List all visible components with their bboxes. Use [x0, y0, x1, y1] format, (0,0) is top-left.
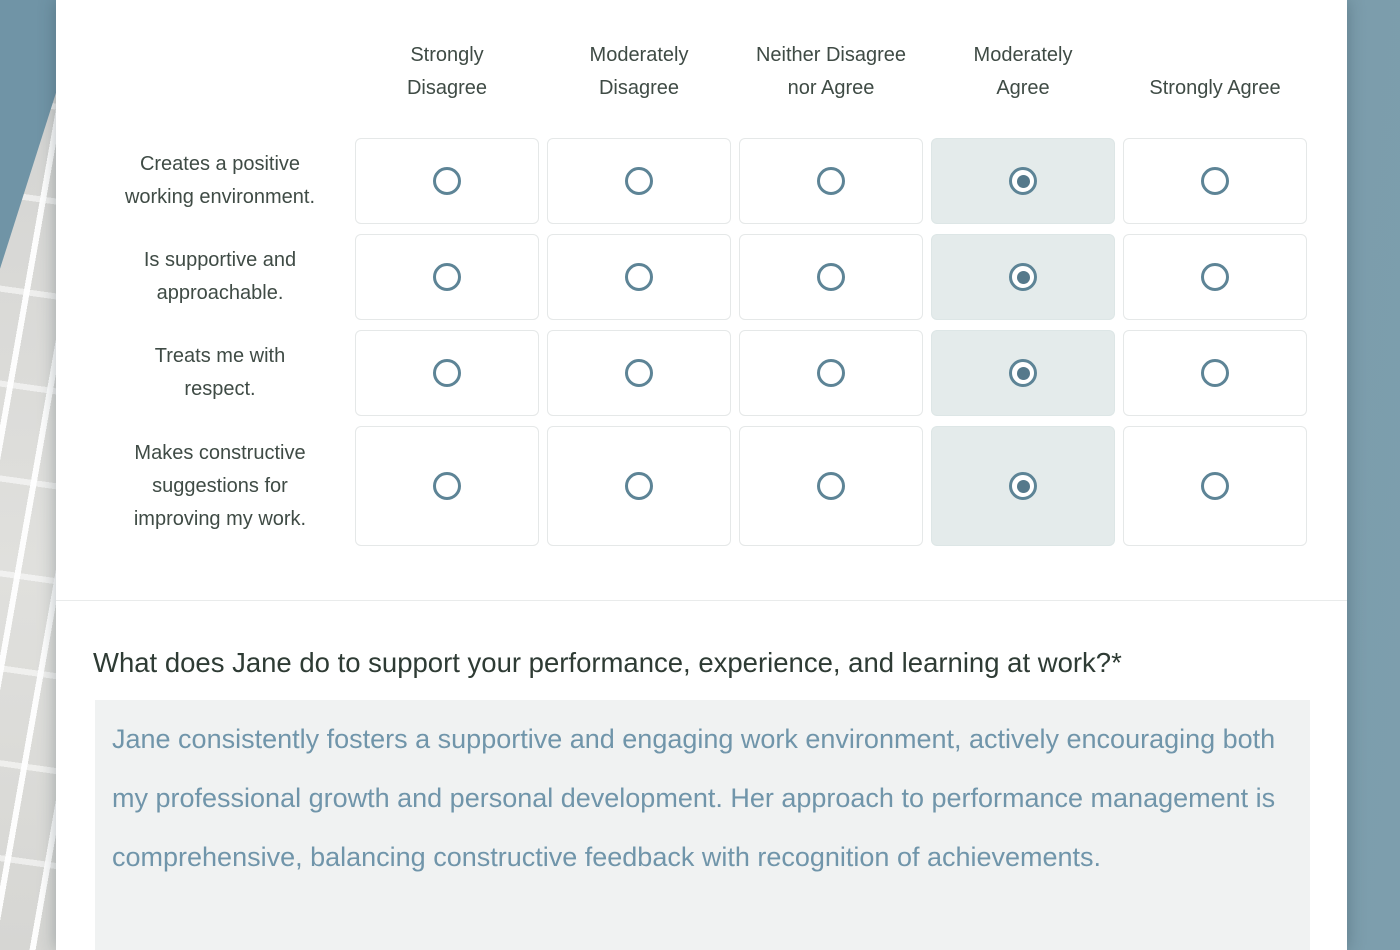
column-header-strongly-agree: Strongly Agree — [1123, 72, 1307, 128]
radio-cell-row4-strongly-agree[interactable] — [1123, 426, 1307, 546]
radio-unselected-icon[interactable] — [625, 472, 653, 500]
column-header-label: Strongly Disagree — [406, 44, 488, 99]
radio-unselected-icon[interactable] — [433, 359, 461, 387]
column-header-label: Moderately Agree — [973, 44, 1073, 99]
row-label-text: Makes constructive suggestions for impro… — [133, 441, 307, 530]
radio-selected-icon[interactable] — [1009, 167, 1037, 195]
answer-textarea[interactable]: Jane consistently fosters a supportive a… — [95, 700, 1310, 950]
open-question-label: What does Jane do to support your perfor… — [93, 647, 1122, 678]
background-building-photo — [0, 0, 56, 950]
row-label: Treats me with respect. — [93, 330, 347, 416]
row-label: Creates a positive working environment. — [93, 138, 347, 224]
radio-cell-row4-moderately-disagree[interactable] — [547, 426, 731, 546]
radio-cell-row2-moderately-agree[interactable] — [931, 234, 1115, 320]
column-header-label: Neither Disagree nor Agree — [755, 44, 907, 99]
radio-unselected-icon[interactable] — [1201, 472, 1229, 500]
row-label: Makes constructive suggestions for impro… — [93, 426, 347, 546]
answer-box: Jane consistently fosters a supportive a… — [95, 700, 1310, 950]
section-divider — [56, 600, 1347, 601]
matrix-header-spacer — [93, 0, 347, 128]
radio-unselected-icon[interactable] — [433, 263, 461, 291]
radio-cell-row4-strongly-disagree[interactable] — [355, 426, 539, 546]
radio-dot — [1016, 270, 1030, 284]
radio-unselected-icon[interactable] — [817, 167, 845, 195]
radio-cell-row3-moderately-disagree[interactable] — [547, 330, 731, 416]
background-sky — [0, 0, 56, 269]
radio-unselected-icon[interactable] — [817, 359, 845, 387]
likert-matrix: Strongly Disagree Moderately Disagree Neit… — [56, 0, 1347, 546]
radio-selected-icon[interactable] — [1009, 263, 1037, 291]
radio-cell-row3-neither-disagree-nor-agree[interactable] — [739, 330, 923, 416]
survey-card: Strongly Disagree Moderately Disagree Neit… — [56, 0, 1347, 950]
radio-cell-row1-moderately-agree[interactable] — [931, 138, 1115, 224]
radio-cell-row2-strongly-disagree[interactable] — [355, 234, 539, 320]
row-label: Is supportive and approachable. — [93, 234, 347, 320]
column-header-strongly-disagree: Strongly Disagree — [355, 39, 539, 128]
row-label-text: Is supportive and approachable. — [143, 249, 297, 304]
radio-selected-icon[interactable] — [1009, 359, 1037, 387]
row-label-text: Treats me with respect. — [154, 345, 286, 400]
radio-cell-row2-moderately-disagree[interactable] — [547, 234, 731, 320]
column-header-moderately-agree: Moderately Agree — [931, 39, 1115, 128]
radio-selected-icon[interactable] — [1009, 472, 1037, 500]
radio-cell-row3-strongly-agree[interactable] — [1123, 330, 1307, 416]
column-header-moderately-disagree: Moderately Disagree — [547, 39, 731, 128]
radio-cell-row2-neither-disagree-nor-agree[interactable] — [739, 234, 923, 320]
radio-dot — [1016, 366, 1030, 380]
radio-cell-row3-strongly-disagree[interactable] — [355, 330, 539, 416]
column-header-neither-disagree-nor-agree: Neither Disagree nor Agree — [739, 39, 923, 128]
radio-cell-row1-moderately-disagree[interactable] — [547, 138, 731, 224]
radio-unselected-icon[interactable] — [625, 359, 653, 387]
radio-unselected-icon[interactable] — [433, 472, 461, 500]
radio-unselected-icon[interactable] — [433, 167, 461, 195]
radio-unselected-icon[interactable] — [1201, 359, 1229, 387]
radio-cell-row3-moderately-agree[interactable] — [931, 330, 1115, 416]
row-label-text: Creates a positive working environment. — [124, 153, 316, 208]
radio-cell-row4-neither-disagree-nor-agree[interactable] — [739, 426, 923, 546]
radio-unselected-icon[interactable] — [1201, 263, 1229, 291]
radio-unselected-icon[interactable] — [625, 167, 653, 195]
radio-unselected-icon[interactable] — [1201, 167, 1229, 195]
radio-dot — [1016, 174, 1030, 188]
radio-cell-row4-moderately-agree[interactable] — [931, 426, 1115, 546]
column-header-label: Strongly Agree — [1149, 77, 1281, 99]
radio-cell-row1-strongly-agree[interactable] — [1123, 138, 1307, 224]
radio-cell-row1-strongly-disagree[interactable] — [355, 138, 539, 224]
radio-cell-row2-strongly-agree[interactable] — [1123, 234, 1307, 320]
radio-unselected-icon[interactable] — [625, 263, 653, 291]
radio-cell-row1-neither-disagree-nor-agree[interactable] — [739, 138, 923, 224]
column-header-label: Moderately Disagree — [589, 44, 689, 99]
radio-unselected-icon[interactable] — [817, 472, 845, 500]
radio-dot — [1016, 479, 1030, 493]
radio-unselected-icon[interactable] — [817, 263, 845, 291]
